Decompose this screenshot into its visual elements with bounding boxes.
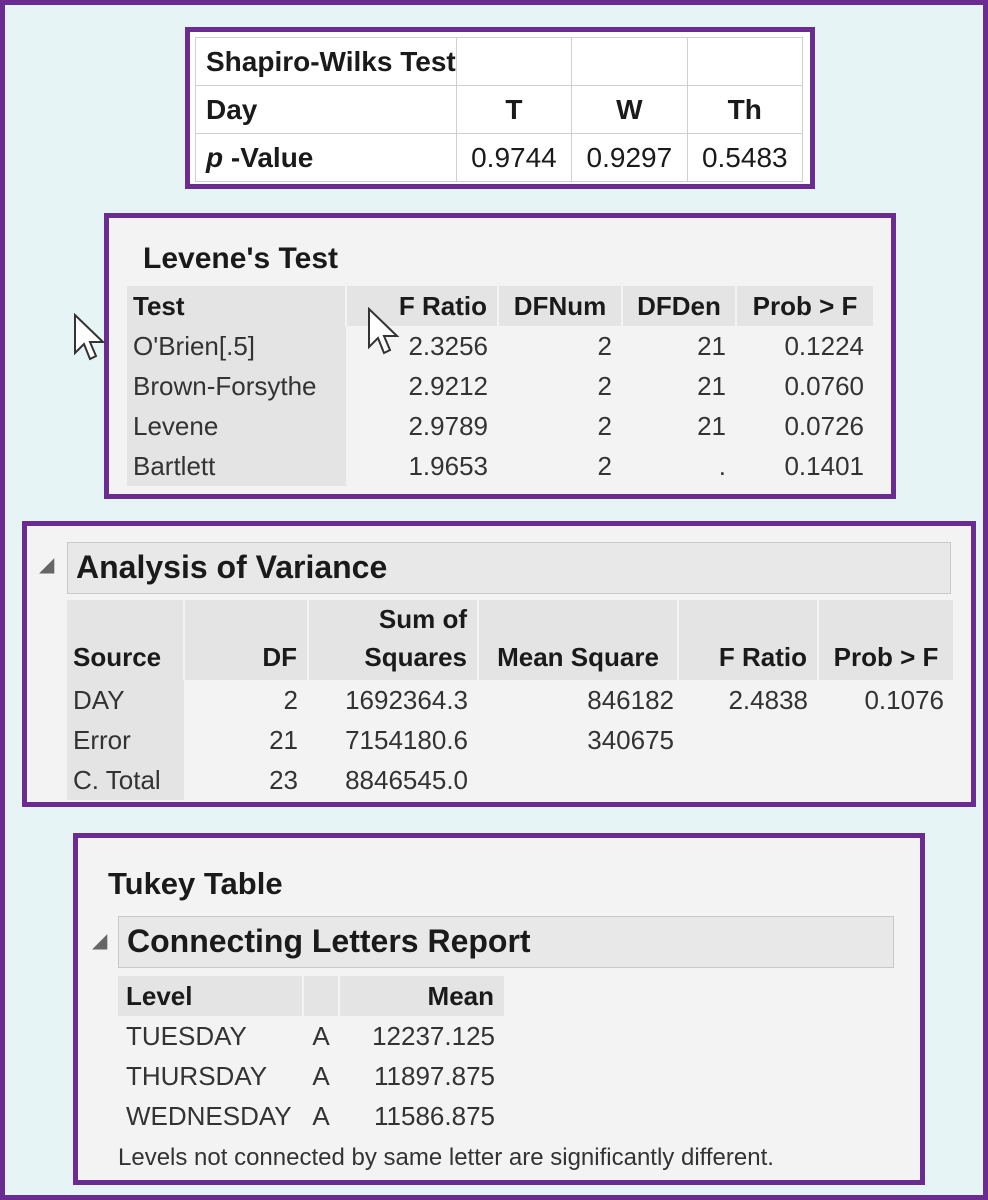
connecting-letters-title[interactable]: Connecting Letters Report [118, 916, 894, 968]
levene-panel: Levene's Test Test F Ratio DFNum DFDen P… [104, 213, 896, 499]
column-header: Level [118, 976, 304, 1016]
shapiro-wilks-table: Shapiro-Wilks Test Day T W Th p -Value 0… [195, 37, 804, 182]
mouse-pointer-icon [74, 313, 106, 361]
levene-title: Levene's Test [143, 242, 338, 275]
day-header: W [571, 85, 688, 134]
day-header: T [455, 85, 573, 134]
table-row: Bartlett 1.9653 2 . 0.1401 [127, 446, 874, 486]
disclosure-triangle-icon[interactable]: ◢ [39, 554, 55, 576]
table-row: THURSDAY A 11897.875 [126, 1060, 495, 1091]
table-row: DAY 2 1692364.3 846182 2.4838 0.1076 [67, 680, 954, 720]
anova-panel: ◢ Analysis of Variance Source DF Sum of S… [22, 521, 976, 807]
p-value-cell: 0.5483 [686, 133, 804, 182]
column-header: DF [184, 600, 309, 680]
table-row: Brown-Forsythe 2.9212 2 21 0.0760 [127, 366, 874, 406]
shapiro-wilks-panel: Shapiro-Wilks Test Day T W Th p -Value 0… [185, 27, 815, 189]
p-value-cell: 0.9297 [571, 133, 688, 182]
p-value-cell: 0.9744 [455, 133, 573, 182]
mouse-pointer-icon [368, 307, 400, 355]
column-header: Source [67, 600, 185, 680]
anova-title[interactable]: Analysis of Variance [67, 542, 951, 594]
anova-table: Source DF Sum of Squares Mean Square F Ra… [67, 600, 955, 800]
table-row: O'Brien[.5] 2.3256 2 21 0.1224 [127, 326, 874, 366]
connecting-letters-table: Level Mean TUESDAY A 12237.125 THURSDAY … [118, 976, 506, 1136]
column-header: DFDen [622, 286, 737, 326]
column-header: DFNum [498, 286, 623, 326]
column-header: Sum of Squares [308, 600, 479, 680]
table-row: Levene 2.9789 2 21 0.0726 [127, 406, 874, 446]
table-row: WEDNESDAY A 11586.875 [126, 1100, 495, 1131]
column-header: Test [127, 286, 347, 326]
column-header: Prob > F [736, 286, 875, 326]
day-label: Day [195, 85, 457, 134]
shapiro-title: Shapiro-Wilks Test [195, 37, 457, 86]
tukey-note: Levels not connected by same letter are … [118, 1144, 774, 1171]
p-value-label: p -Value [195, 133, 457, 182]
column-header [303, 976, 340, 1016]
levene-table: Test F Ratio DFNum DFDen Prob > F O'Brie… [127, 286, 875, 486]
table-row: Error 21 7154180.6 340675 [67, 720, 954, 760]
day-header: Th [686, 85, 804, 134]
column-header: Prob > F [818, 600, 955, 680]
column-header: Mean Square [478, 600, 679, 680]
table-row: TUESDAY A 12237.125 [126, 1020, 495, 1051]
column-header: Mean [339, 976, 506, 1016]
table-row: C. Total 23 8846545.0 [67, 760, 954, 800]
tukey-panel: Tukey Table ◢ Connecting Letters Report … [73, 833, 925, 1185]
disclosure-triangle-icon[interactable]: ◢ [92, 930, 108, 952]
column-header: F Ratio [678, 600, 819, 680]
tukey-title: Tukey Table [108, 866, 283, 901]
